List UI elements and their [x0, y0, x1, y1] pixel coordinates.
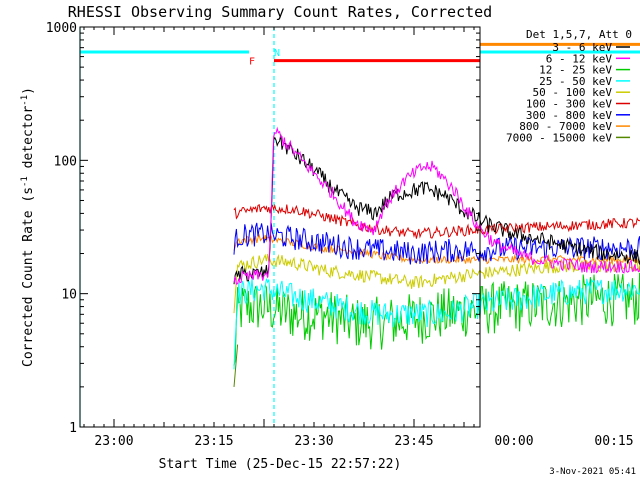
- y-tick-label: 1: [69, 421, 77, 436]
- y-tick-label: 100: [54, 154, 77, 169]
- x-tick-label: 00:00: [494, 434, 533, 449]
- legend-entry-label: 12 - 25 keV: [539, 64, 612, 77]
- legend-entry-label: 7000 - 15000 keV: [506, 131, 612, 144]
- x-tick-label: 00:15: [594, 434, 633, 449]
- legend-entry-label: 25 - 50 keV: [539, 75, 612, 88]
- data-series: [233, 126, 640, 387]
- chart-title: RHESSI Observing Summary Count Rates, Co…: [68, 3, 492, 21]
- legend-entry-label: 300 - 800 keV: [526, 109, 612, 122]
- legend-entry-label: 800 - 7000 keV: [519, 120, 612, 133]
- series-line-6-12-kev: [233, 126, 640, 285]
- x-tick-label: 23:15: [194, 434, 233, 449]
- x-tick-label: 23:30: [294, 434, 333, 449]
- flag-bars: NFS: [80, 42, 640, 68]
- flag-label-n: N: [274, 48, 280, 59]
- series-line-300-800-kev: [233, 222, 640, 265]
- legend-entry-label: 3 - 6 keV: [552, 41, 612, 54]
- flag-label-f: F: [249, 57, 255, 68]
- legend-entry-label: 100 - 300 keV: [526, 98, 612, 111]
- x-tick-label: 23:45: [394, 434, 433, 449]
- x-axis-label: Start Time (25-Dec-15 22:57:22): [159, 457, 402, 472]
- footer-timestamp: 3-Nov-2021 05:41: [549, 467, 636, 477]
- legend-entry-label: 50 - 100 keV: [533, 86, 613, 99]
- legend-header: Det 1,5,7, Att 0: [526, 28, 632, 41]
- y-axis-label: Corrected Count Rate (s-1 detector-1): [20, 87, 36, 367]
- y-axis-ticks: 1 10 100 1000: [46, 21, 480, 436]
- y-tick-label: 1000: [46, 21, 77, 36]
- y-tick-label: 10: [61, 288, 77, 303]
- series-line-25-50-kev: [233, 278, 640, 370]
- series-line-100-300-kev: [233, 203, 640, 239]
- series-line-7000-15000-kev: [233, 344, 239, 387]
- legend-entry-label: 6 - 12 keV: [546, 52, 613, 65]
- plot-frame: [79, 26, 481, 428]
- x-tick-label: 23:00: [94, 434, 133, 449]
